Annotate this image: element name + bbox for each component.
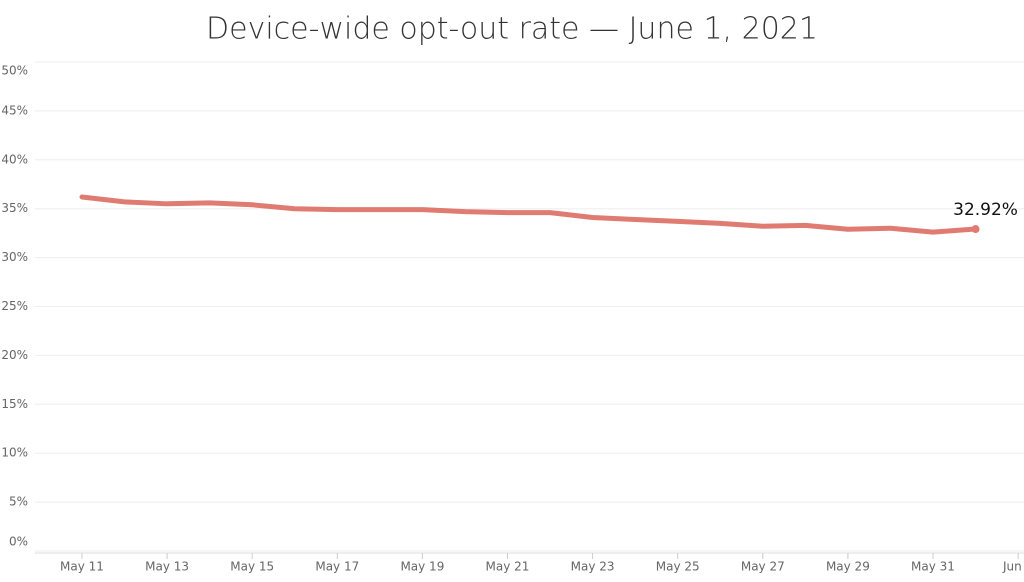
x-tick-label: May 23	[571, 560, 615, 574]
y-tick-label: 0%	[9, 535, 28, 549]
y-tick-label: 50%	[1, 64, 28, 78]
x-tick-label: May 31	[911, 560, 955, 574]
y-tick-label: 45%	[1, 103, 28, 117]
y-tick-label: 15%	[1, 397, 28, 411]
x-tick-label: May 29	[826, 560, 870, 574]
x-tick-label: May 25	[656, 560, 700, 574]
x-tick-label: May 11	[60, 560, 104, 574]
y-tick-label: 20%	[1, 348, 28, 362]
line	[79, 194, 979, 235]
x-tick-label: May 19	[400, 560, 444, 574]
x-tick-label: May 27	[741, 560, 785, 574]
y-tick-label: 5%	[9, 495, 28, 509]
x-tick-label: May 15	[230, 560, 274, 574]
end-point	[971, 225, 980, 234]
x-tick-label: May 17	[315, 560, 359, 574]
x-tick-label: Jun 2	[1002, 560, 1024, 574]
y-tick-label: 30%	[1, 250, 28, 264]
y-tick-label: 25%	[1, 299, 28, 313]
y-tick-label: 40%	[1, 152, 28, 166]
y-tick-label: 35%	[1, 201, 28, 215]
data-label: 32.92%	[953, 200, 1018, 220]
x-tick-label: May 21	[486, 560, 530, 574]
y-tick-label: 10%	[1, 446, 28, 460]
x-tick-label: May 13	[145, 560, 189, 574]
chart-title: Device-wide opt-out rate — June 1, 2021	[206, 12, 818, 47]
